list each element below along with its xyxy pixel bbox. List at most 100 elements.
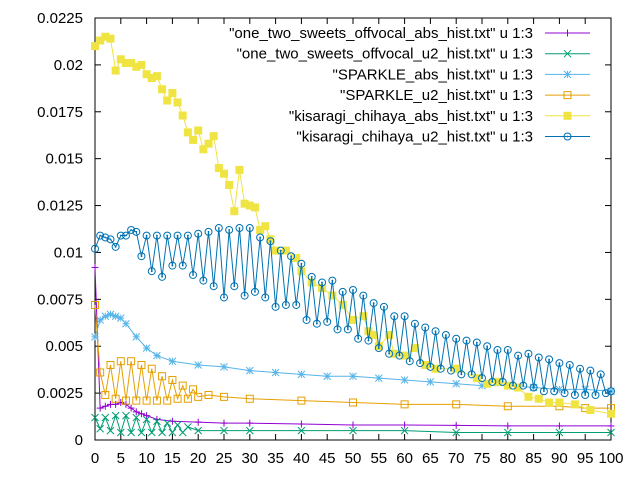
data-point (183, 128, 192, 137)
data-point (127, 404, 135, 412)
data-point (189, 135, 198, 144)
data-point (400, 400, 409, 409)
series-line (94, 228, 612, 396)
data-point (116, 428, 125, 437)
data-point (400, 426, 409, 435)
data-point (225, 180, 234, 189)
data-point (302, 315, 311, 324)
data-point (143, 412, 151, 420)
data-point (534, 353, 543, 362)
y-tick-label: 0.015 (45, 151, 83, 168)
data-point (183, 231, 192, 240)
data-point (297, 420, 305, 428)
data-point (158, 85, 167, 94)
series-1 (91, 263, 615, 430)
data-point (498, 377, 507, 386)
series-4 (91, 300, 615, 413)
data-point (292, 300, 301, 309)
data-point (281, 300, 290, 309)
data-point (400, 351, 409, 360)
data-point (261, 222, 270, 231)
data-point (91, 244, 99, 253)
legend-swatch-marker (563, 49, 572, 58)
data-point (591, 390, 600, 399)
data-point (271, 302, 280, 311)
data-point (168, 89, 177, 98)
data-point (147, 267, 156, 276)
data-point (452, 334, 461, 343)
data-point (359, 312, 368, 321)
data-point (447, 366, 456, 375)
data-point (214, 224, 223, 233)
data-point (121, 231, 130, 240)
x-tick-label: 35 (267, 450, 284, 467)
data-point (297, 370, 306, 379)
data-point (173, 231, 182, 240)
data-point (338, 287, 347, 296)
data-point (452, 428, 461, 437)
data-point (312, 319, 321, 328)
data-point (338, 300, 347, 309)
data-point (220, 362, 228, 371)
data-point (194, 426, 203, 435)
data-point (152, 231, 161, 240)
data-point (168, 375, 177, 384)
data-point (565, 360, 574, 369)
data-point (106, 235, 115, 244)
legend-label: "SPARKLE_abs_hist.txt" u 1:3 (333, 66, 533, 83)
data-point (318, 278, 327, 287)
data-point (545, 398, 554, 407)
x-tick-label: 70 (448, 450, 465, 467)
legend: "one_two_sweets_offvocal_abs_hist.txt" u… (229, 25, 590, 146)
data-point (607, 428, 615, 437)
legend-label: "SPARKLE_u2_hist.txt" u 1:3 (340, 87, 533, 104)
data-point (256, 233, 265, 242)
data-point (137, 252, 146, 261)
data-point (106, 34, 115, 43)
data-point (483, 342, 492, 351)
data-point (250, 287, 259, 296)
data-point (183, 394, 192, 403)
data-point (503, 381, 512, 390)
data-point (220, 392, 228, 401)
data-point (457, 370, 466, 379)
data-point (220, 169, 228, 178)
data-point (354, 334, 363, 343)
data-point (96, 404, 104, 412)
x-tick-label: 55 (370, 450, 387, 467)
data-point (297, 396, 306, 405)
data-point (586, 366, 595, 375)
data-point (142, 396, 151, 405)
legend-item: "one_two_sweets_offvocal_abs_hist.txt" u… (229, 25, 590, 42)
data-point (147, 364, 156, 373)
x-tick-label: 85 (525, 450, 542, 467)
data-point (96, 424, 105, 433)
legend-swatch-marker (563, 70, 572, 79)
x-tick-label: 90 (551, 450, 568, 467)
x-tick-label: 95 (577, 450, 594, 467)
data-point (111, 66, 120, 75)
data-point (163, 96, 172, 105)
data-point (524, 392, 533, 401)
data-point (163, 396, 172, 405)
data-point (101, 233, 110, 242)
data-point (586, 405, 595, 414)
data-point (607, 422, 615, 430)
y-tick-label: 0 (75, 432, 83, 449)
y-tick-label: 0.02 (54, 57, 83, 74)
data-point (173, 394, 182, 403)
data-point (385, 330, 394, 339)
data-point (106, 360, 115, 369)
data-point (194, 229, 203, 238)
legend-item: "kisaragi_chihaya_abs_hist.txt" u 1:3 (289, 108, 590, 125)
data-point (91, 42, 99, 51)
data-point (596, 370, 605, 379)
data-point (132, 408, 140, 416)
data-point (132, 413, 141, 422)
data-point (508, 381, 517, 390)
x-tick-label: 30 (241, 450, 258, 467)
x-tick-label: 40 (293, 450, 310, 467)
series-line (94, 304, 611, 409)
data-point (436, 364, 445, 373)
data-point (276, 246, 285, 255)
